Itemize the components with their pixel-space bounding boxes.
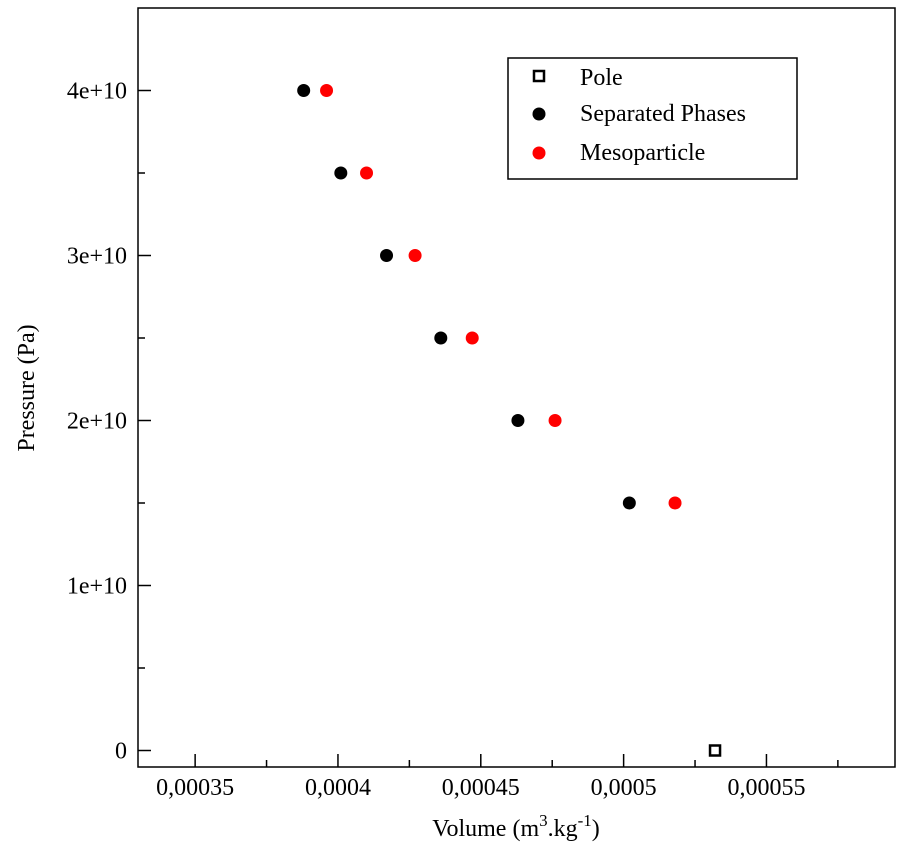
legend-marker-separated-phases (532, 107, 546, 121)
point-separated-phases (380, 249, 394, 262)
y-tick-label: 4e+10 (67, 79, 127, 105)
x-axis-title-part2: .kg (548, 816, 578, 842)
y-tick-label: 0 (115, 739, 127, 765)
x-axis-title: Volume (m3.kg-1) (432, 811, 600, 842)
y-tick-label: 3e+10 (67, 244, 127, 270)
point-mesoparticle (320, 84, 334, 97)
x-tick-label: 0,00035 (156, 775, 234, 801)
legend-marker-pole (532, 69, 546, 83)
legend-label-separated-phases: Separated Phases (580, 101, 746, 127)
point-mesoparticle (668, 496, 682, 510)
y-tick-label: 2e+10 (67, 409, 127, 435)
point-separated-phases (622, 496, 636, 510)
x-tick-label: 0,0004 (305, 775, 371, 801)
point-mesoparticle (408, 249, 422, 262)
data-points (297, 84, 722, 757)
x-axis-title-sup2: -1 (578, 811, 592, 830)
x-tick-label: 0,00055 (727, 775, 805, 801)
legend-label-pole: Pole (580, 65, 623, 91)
point-separated-phases (511, 414, 525, 427)
x-tick-label: 0,00045 (442, 775, 520, 801)
point-pole (708, 744, 722, 757)
point-separated-phases (297, 84, 311, 97)
x-axis-title-part1: Volume (m (432, 816, 539, 842)
x-tick-label: 0,0005 (591, 775, 657, 801)
legend-marker-mesoparticle (532, 146, 546, 160)
x-axis: 0,00035 0,0004 0,00045 0,0005 0,00055 (156, 754, 839, 801)
y-axis: 0 1e+10 2e+10 3e+10 4e+10 (67, 79, 151, 765)
x-axis-title-sup1: 3 (539, 811, 548, 830)
y-axis-title: Pressure (Pa) (14, 324, 40, 451)
x-axis-title-part3: ) (592, 816, 600, 842)
y-tick-label: 1e+10 (67, 574, 127, 600)
legend-box (507, 57, 798, 180)
point-mesoparticle (360, 166, 374, 180)
point-mesoparticle (465, 331, 479, 345)
legend: Pole Separated Phases Mesoparticle (507, 57, 798, 180)
point-separated-phases (434, 331, 448, 345)
point-mesoparticle (548, 414, 562, 427)
legend-label-mesoparticle: Mesoparticle (580, 140, 705, 166)
point-separated-phases (334, 166, 348, 180)
